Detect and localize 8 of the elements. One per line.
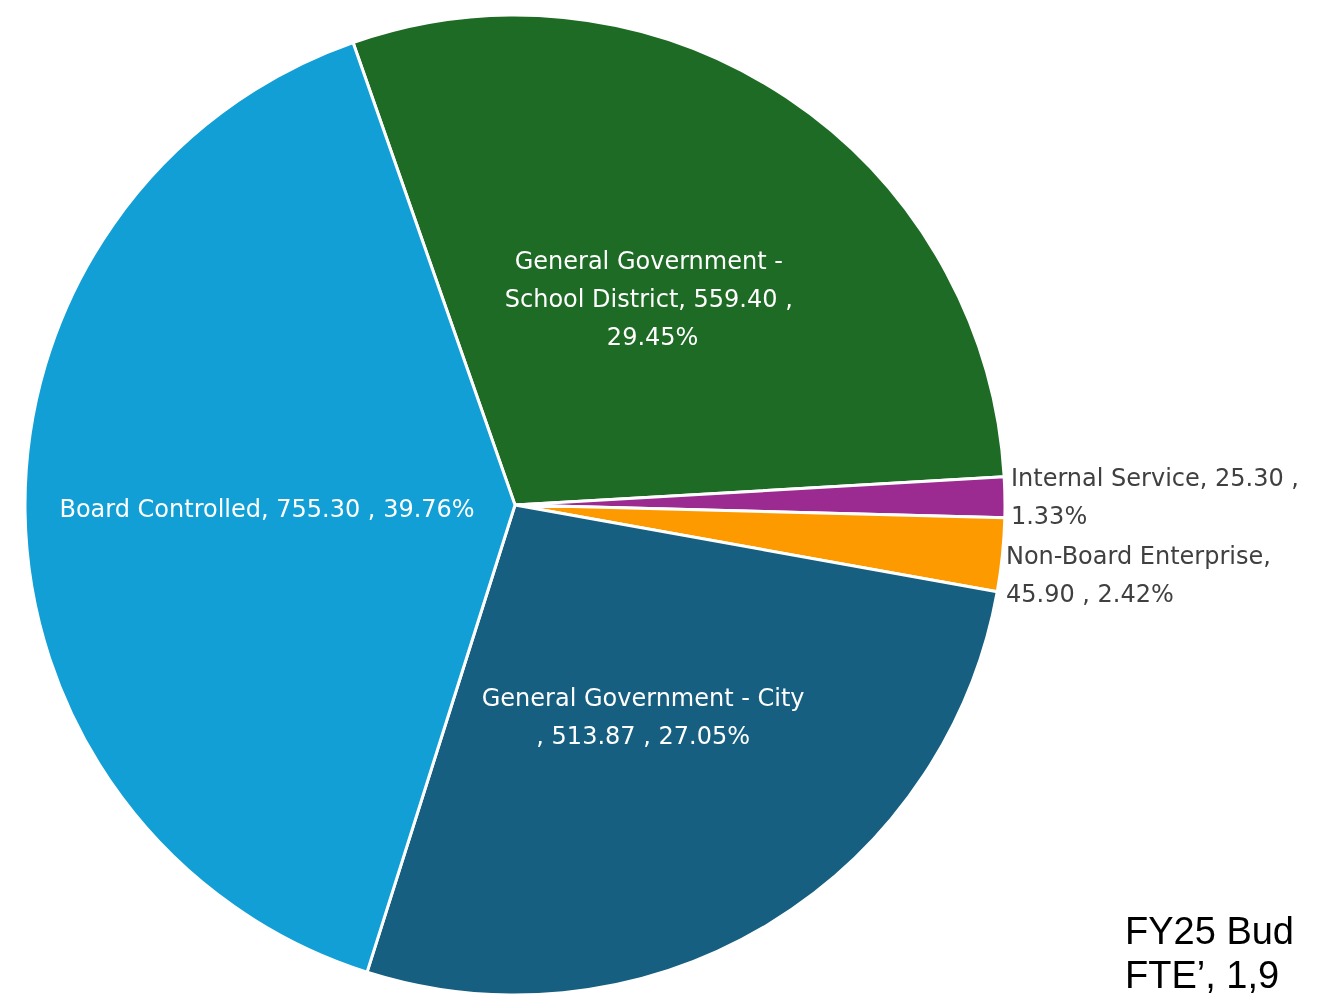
slice-label: Board Controlled, 755.30 , 39.76% [59, 494, 475, 523]
slice-label: General Government - City [481, 684, 805, 713]
text: FTE’, 1,9 [1125, 954, 1280, 996]
slice-label: General Government - School District, 559.40 , 29.45% [504, 246, 801, 351]
slice-label: Non-Board Enterprise, 45.90 , 2.42% [1005, 542, 1279, 609]
text: FY25 Bud [1125, 910, 1294, 952]
slice-label: Internal Service, 25.30 , 1.33% [1010, 464, 1307, 531]
data-label: , 513.87 , 27.05% [536, 722, 750, 751]
